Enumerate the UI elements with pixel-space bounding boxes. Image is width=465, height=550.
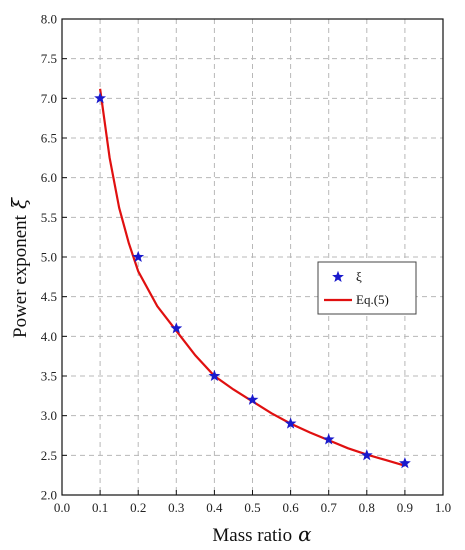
series-markers [94, 92, 411, 469]
y-tick-label: 6.0 [41, 170, 57, 185]
y-tick-label: 6.5 [41, 131, 57, 146]
ticks [61, 18, 444, 496]
data-point-star [246, 393, 259, 405]
x-tick-label: 0.7 [321, 500, 338, 515]
y-tick-labels: 2.0 2.5 3.0 3.5 4.0 4.5 5.0 5.5 6.0 6.5 7.0 7.5 8.0 [41, 12, 57, 503]
y-tick-label: 3.0 [41, 408, 57, 423]
data-point-star [360, 449, 373, 461]
x-tick-label: 0.9 [397, 500, 413, 515]
legend-label-eq5: Eq.(5) [356, 292, 389, 307]
y-tick-label: 2.5 [41, 448, 57, 463]
x-tick-labels: 0.0 0.1 0.2 0.3 0.4 0.5 0.6 0.7 0.8 0.9 1.0 [54, 500, 451, 515]
y-tick-label: 7.5 [41, 51, 57, 66]
data-point-star [94, 92, 106, 104]
y-tick-label: 4.5 [41, 289, 57, 304]
x-tick-label: 1.0 [435, 500, 451, 515]
legend-star-shape [332, 270, 344, 283]
data-point-star [399, 457, 411, 469]
x-tick-label: 0.3 [168, 500, 184, 515]
series-line-eq5 [99, 88, 406, 467]
x-tick-label: 0.2 [130, 500, 146, 515]
x-tick-label: 0.8 [359, 500, 375, 515]
data-point-star [132, 250, 145, 263]
y-axis-title: Power exponentξ [7, 197, 31, 338]
x-tick-label: 0.4 [206, 500, 223, 515]
y-tick-label: 5.5 [41, 210, 57, 225]
x-tick-label: 0.5 [244, 500, 260, 515]
legend-label-xi: ξ [356, 269, 362, 284]
x-axis-title: Mass ratio α [212, 522, 312, 546]
y-tick-label: 4.0 [41, 329, 57, 344]
grid [62, 19, 443, 495]
legend: ξ Eq.(5) [317, 261, 417, 315]
legend-box [317, 261, 417, 315]
y-tick-label: 8.0 [41, 12, 57, 27]
legend-marker-star [332, 270, 344, 283]
y-tick-label: 5.0 [41, 250, 57, 265]
data-point-star [284, 417, 297, 429]
data-point-star [170, 322, 183, 334]
y-tick-label: 2.0 [41, 488, 57, 503]
data-point-star [322, 433, 335, 445]
y-tick-label: 3.5 [41, 369, 57, 384]
y-tick-label: 7.0 [41, 91, 57, 106]
x-tick-label: 0.6 [282, 500, 299, 515]
data-point-star [208, 369, 221, 382]
x-tick-label: 0.0 [54, 500, 70, 515]
x-tick-label: 0.1 [92, 500, 108, 515]
